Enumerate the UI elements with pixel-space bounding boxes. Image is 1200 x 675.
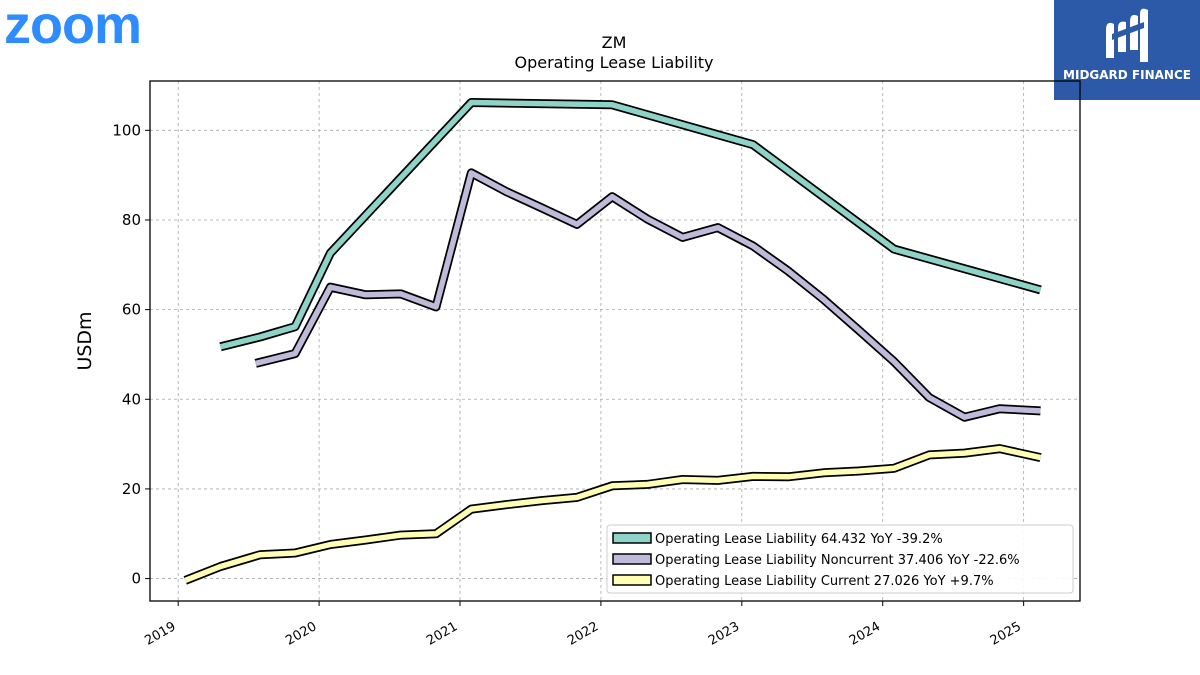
series-line <box>184 445 1042 583</box>
midgard-finance-logo: MIDGARD FINANCE <box>1054 0 1200 100</box>
legend-label: Operating Lease Liability Current 27.026… <box>655 574 994 589</box>
legend-label: Operating Lease Liability Noncurrent 37.… <box>655 553 1020 568</box>
plot-frame <box>149 80 1081 602</box>
y-tick-label: 80 <box>122 211 141 229</box>
chart-title: ZM <box>602 33 627 52</box>
x-tick-label: 2019 <box>142 619 178 649</box>
series-line <box>219 99 1042 350</box>
x-tick-label: 2021 <box>424 619 460 649</box>
x-tick-label: 2024 <box>847 619 883 649</box>
midgard-emblem-icon <box>1106 8 1148 63</box>
legend: Operating Lease Liability 64.432 YoY -39… <box>606 524 1074 594</box>
y-tick-label: 100 <box>112 121 141 139</box>
legend-frame <box>606 524 1074 594</box>
y-axis-label: USDm <box>74 311 96 370</box>
x-tick-label: 2023 <box>706 619 742 649</box>
y-tick-label: 20 <box>122 480 141 498</box>
series-line <box>255 170 1041 420</box>
legend-swatch <box>612 553 652 565</box>
chart-subtitle: Operating Lease Liability <box>514 53 713 72</box>
legend-swatch <box>612 532 652 544</box>
y-tick-label: 0 <box>131 570 141 588</box>
zoom-logo: zoom <box>4 0 142 55</box>
legend-label: Operating Lease Liability 64.432 YoY -39… <box>655 532 943 547</box>
legend-swatch <box>612 574 652 586</box>
x-tick-label: 2022 <box>565 619 601 649</box>
grid-lines <box>150 81 1080 601</box>
y-tick-label: 60 <box>122 301 141 319</box>
x-tick-label: 2020 <box>283 619 319 649</box>
x-tick-label: 2025 <box>988 619 1024 649</box>
brand-name: MIDGARD FINANCE <box>1063 68 1191 82</box>
y-tick-label: 40 <box>122 390 141 408</box>
series-layer <box>183 98 1042 585</box>
series-outline <box>219 98 1042 352</box>
